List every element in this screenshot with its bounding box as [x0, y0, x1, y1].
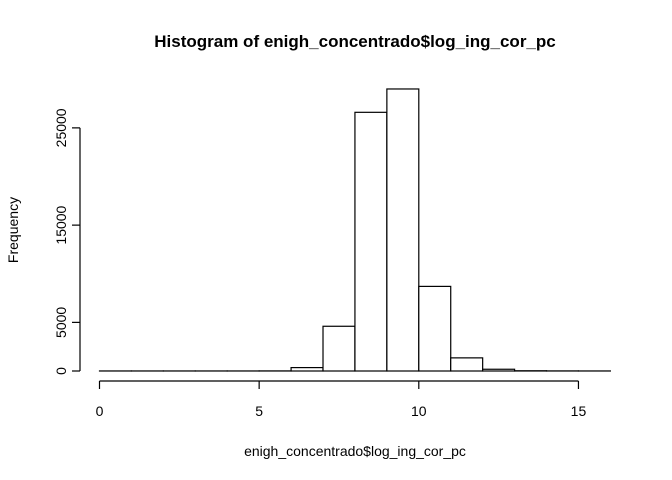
x-axis-label: enigh_concentrado$log_ing_cor_pc: [244, 443, 466, 459]
y-tick-label: 0: [53, 367, 69, 375]
histogram-bar: [418, 285, 452, 372]
histogram-bar: [450, 357, 484, 372]
x-axis: 0 5 10 15: [96, 380, 587, 419]
histogram-bar: [290, 366, 324, 372]
chart-title: Histogram of enigh_concentrado$log_ing_c…: [154, 32, 555, 51]
y-axis-label: Frequency: [5, 197, 21, 263]
histogram-bar: [482, 368, 516, 372]
y-tick-label: 25000: [53, 108, 69, 147]
y-tick-label: 5000: [53, 307, 69, 338]
histogram-bar: [322, 325, 356, 372]
y-tick-label: 15000: [53, 205, 69, 244]
histogram-bar: [386, 88, 420, 372]
x-tick-label: 5: [255, 403, 263, 419]
x-tick-label: 10: [411, 403, 427, 419]
bars-group: [98, 88, 611, 372]
x-tick-label: 0: [96, 403, 104, 419]
y-axis: 0 5000 15000 25000: [53, 108, 81, 375]
x-tick-label: 15: [571, 403, 587, 419]
histogram-bar: [354, 111, 388, 372]
